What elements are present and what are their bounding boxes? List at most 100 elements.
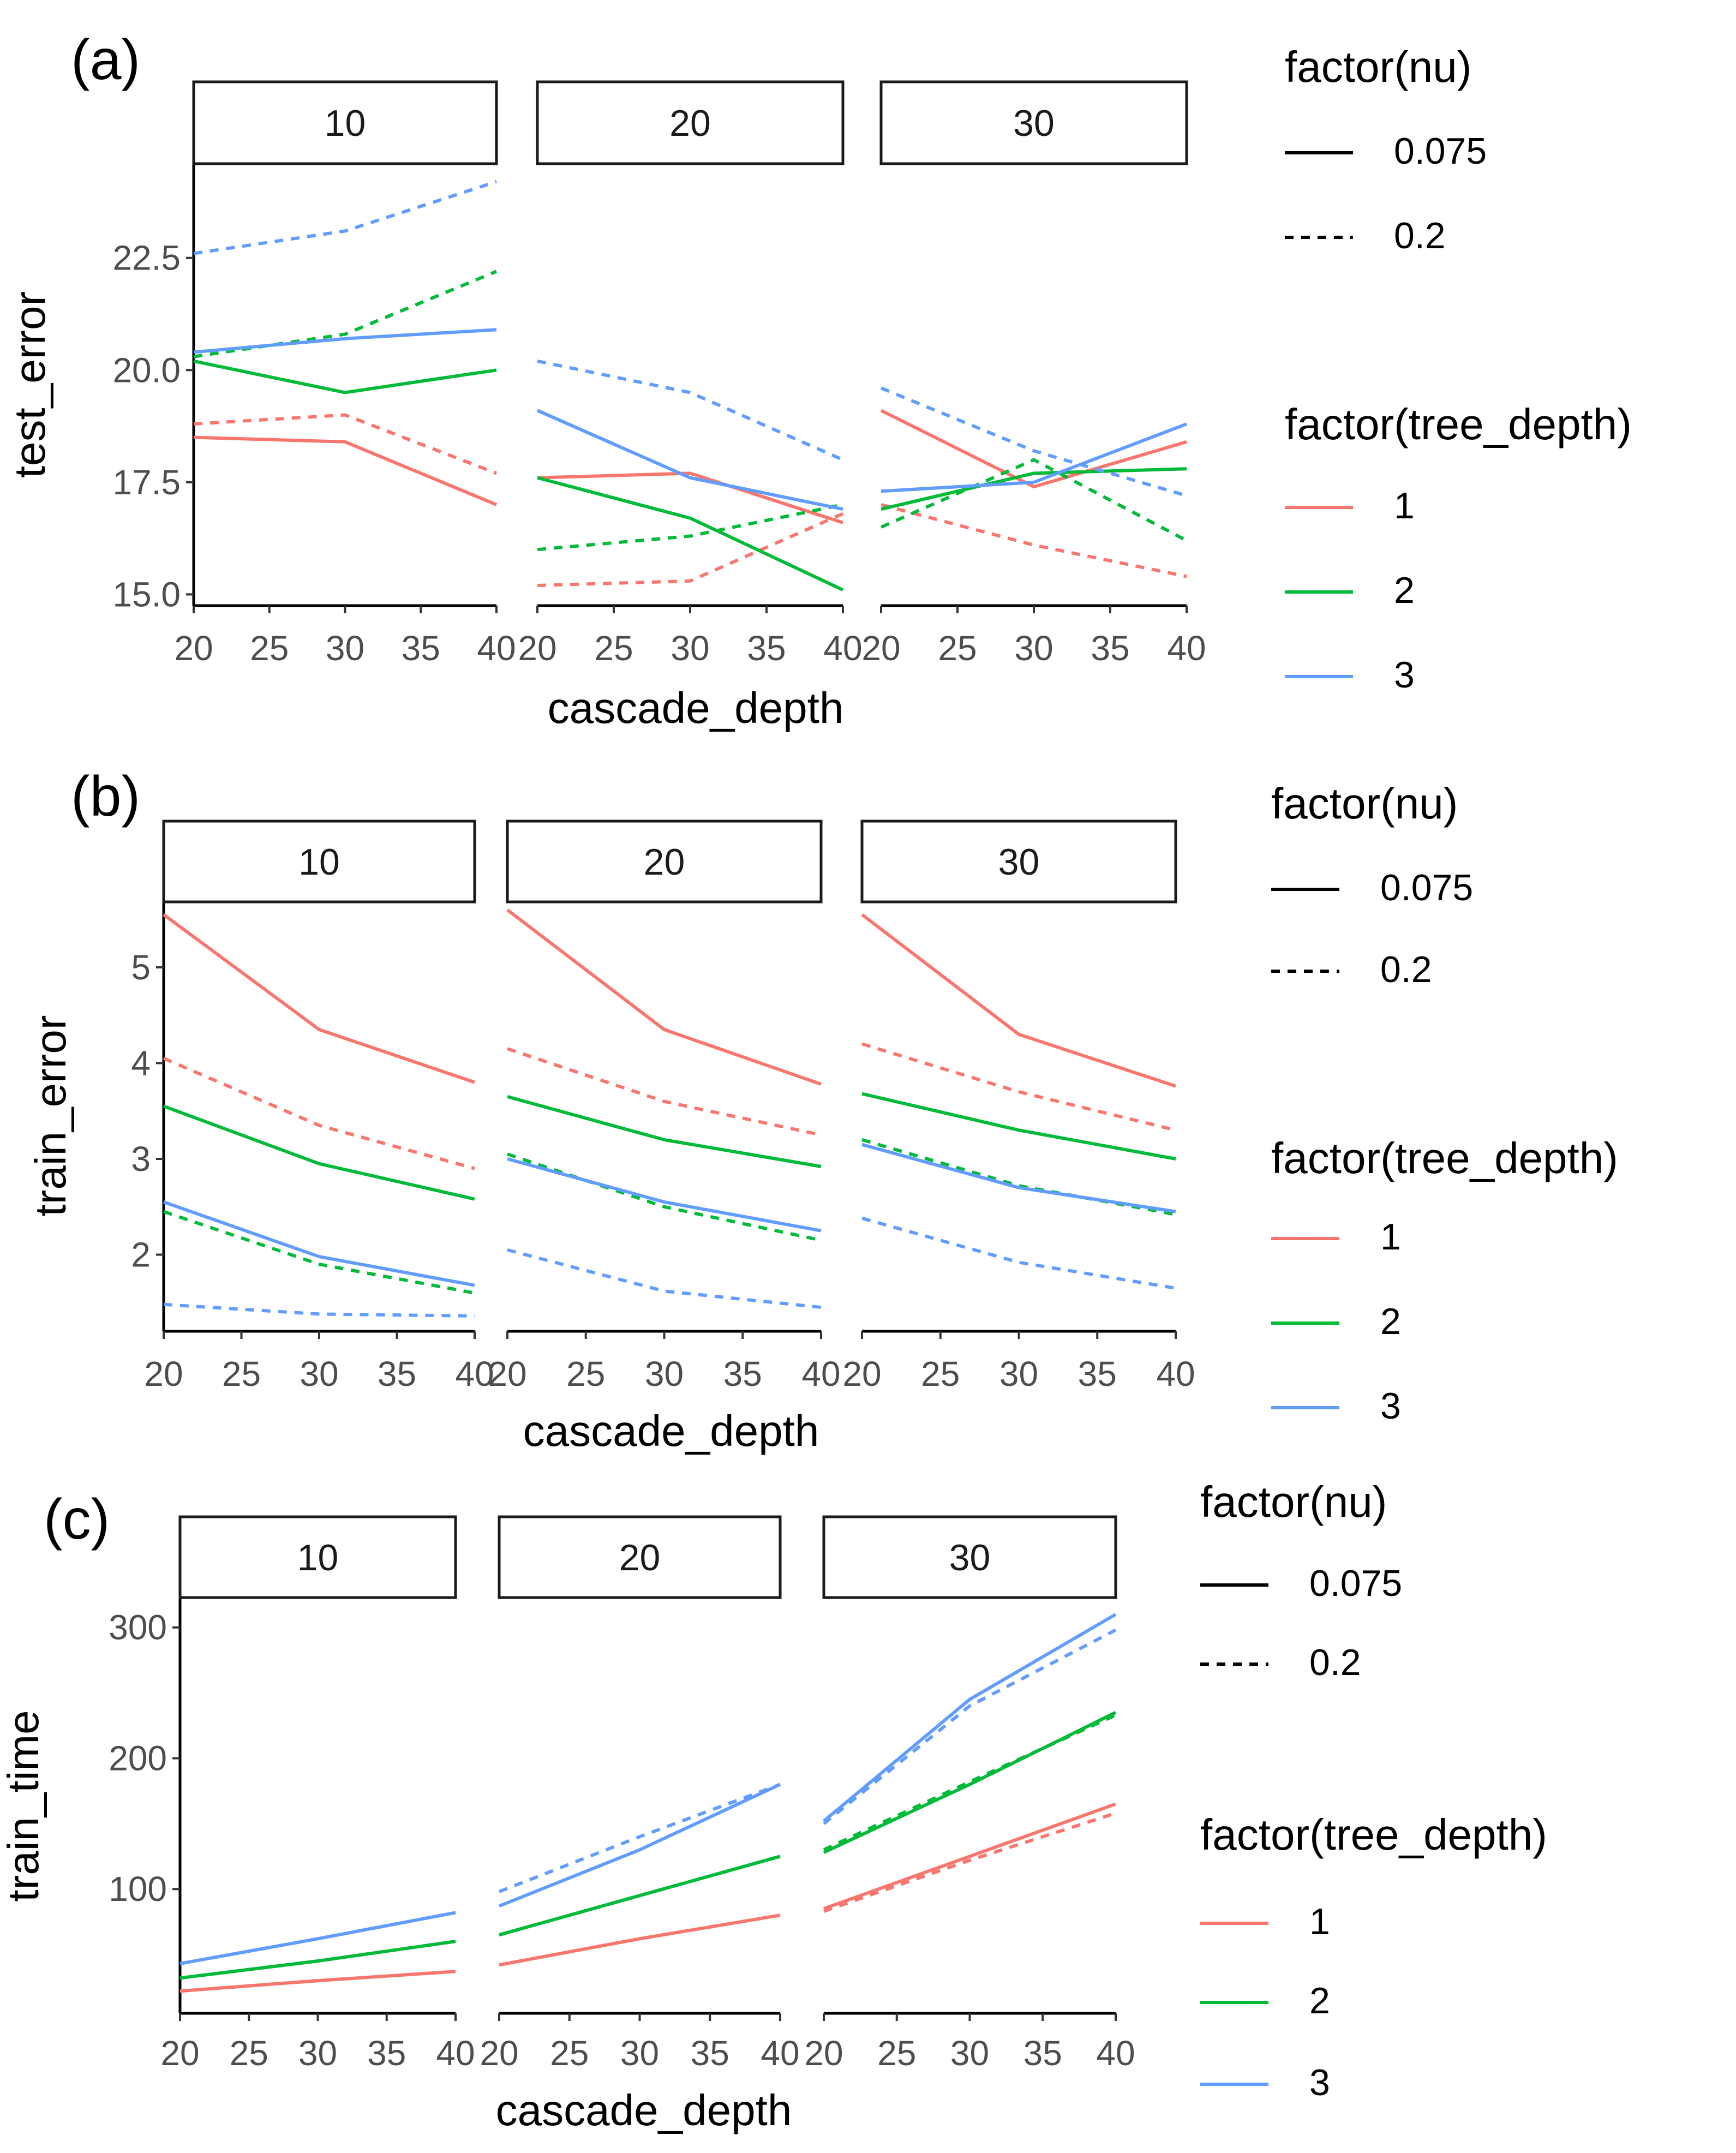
x-tick-label: 35 — [378, 1354, 416, 1394]
legend: factor(nu) 0.075 0.2 factor(tree_depth) 1 2 3 — [1271, 779, 1618, 1427]
x-tick-label: 25 — [938, 629, 977, 668]
panel-label: (b) — [71, 765, 140, 828]
x-tick-label: 25 — [921, 1354, 960, 1394]
legend-nu-title: factor(nu) — [1200, 1478, 1387, 1526]
series-line-depth2-nu0075 — [499, 1855, 781, 1937]
y-tick-label: 22.5 — [112, 238, 181, 278]
facet-strip-label: 20 — [669, 103, 711, 144]
series-line-depth1-nu0075 — [193, 435, 498, 506]
facet-10: 10 20 25 30 35 40 — [144, 820, 494, 1394]
facet-20: 20 20 25 30 35 40 — [518, 80, 863, 668]
x-tick-label: 20 — [804, 2034, 843, 2073]
facet-strip-label: 10 — [297, 1537, 339, 1578]
facet-20: 20 20 25 30 35 40 — [480, 1515, 800, 2073]
series-line-depth1-nu02 — [861, 1042, 1176, 1132]
x-tick-label: 30 — [326, 629, 364, 668]
series-line-depth2-nu0075 — [537, 476, 844, 591]
series-line-depth2-nu02 — [823, 1713, 1117, 1852]
x-tick-label: 20 — [842, 1354, 881, 1394]
facet-30: 30 20 25 30 35 40 — [804, 1515, 1135, 2073]
series-line-depth1-nu02 — [499, 1913, 781, 1967]
series-line-depth2-nu02 — [163, 1210, 475, 1295]
legend-label-depth: 1 — [1309, 1901, 1330, 1942]
facet-20: 20 20 25 30 35 40 — [488, 820, 841, 1394]
legend-label-nu: 0.2 — [1309, 1642, 1361, 1683]
series-line-depth3-nu0075 — [193, 328, 497, 354]
x-tick-label: 25 — [877, 2034, 916, 2073]
legend-label-depth: 1 — [1394, 485, 1415, 527]
y-tick-label: 17.5 — [112, 463, 181, 502]
legend-label-depth: 2 — [1380, 1301, 1401, 1342]
facet-strip — [536, 80, 845, 165]
facet-strip-label: 20 — [644, 841, 685, 883]
series-line-depth3-nu0075 — [881, 422, 1188, 493]
series-line-depth1-nu0075 — [861, 913, 1176, 1088]
x-tick-label: 20 — [480, 2034, 518, 2073]
facet-strip-label: 10 — [325, 103, 366, 144]
x-tick-label: 25 — [566, 1354, 605, 1394]
x-tick-label: 35 — [723, 1354, 762, 1394]
legend-depth-title: factor(tree_depth) — [1285, 400, 1632, 448]
series-line-depth2-nu02 — [193, 270, 498, 358]
x-tick-label: 20 — [861, 629, 900, 668]
facet-strip-label: 10 — [298, 841, 340, 883]
series-line-depth1-nu0075 — [537, 471, 843, 524]
series-line-depth1-nu02 — [537, 512, 844, 587]
x-tick-label: 30 — [298, 2034, 337, 2073]
x-tick-label: 20 — [144, 1354, 183, 1394]
x-tick-label: 30 — [671, 629, 709, 668]
series-line-depth2-nu02 — [179, 1940, 456, 1980]
series-line-depth3-nu02 — [823, 1628, 1117, 1825]
legend-label-depth: 2 — [1394, 570, 1415, 611]
series-line-depth3-nu02 — [193, 180, 497, 255]
x-tick-label: 25 — [550, 2034, 589, 2073]
legend-depth-title: factor(tree_depth) — [1271, 1134, 1618, 1182]
series-line-depth3-nu0075 — [861, 1143, 1176, 1213]
x-tick-label: 20 — [518, 629, 556, 668]
series-line-depth2-nu0075 — [861, 1092, 1176, 1161]
series-line-depth3-nu02 — [507, 1248, 822, 1309]
series-line-depth3-nu02 — [163, 1302, 475, 1318]
x-tick-label: 20 — [174, 629, 213, 668]
series-line-depth1-nu0075 — [506, 908, 822, 1086]
series-line-depth3-nu02 — [537, 359, 844, 462]
legend-label-depth: 2 — [1309, 1980, 1330, 2022]
series-line-depth2-nu0075 — [507, 1095, 822, 1168]
facet-10: 10 20 25 30 35 40 — [160, 1515, 475, 2073]
x-tick-label: 35 — [1023, 2034, 1062, 2073]
series-line-depth1-nu0075 — [880, 409, 1187, 489]
x-tick-label: 35 — [691, 2034, 729, 2073]
panel-label: (c) — [44, 1488, 110, 1551]
y-tick-label: 4 — [131, 1043, 151, 1083]
y-tick-label: 2 — [131, 1235, 151, 1275]
legend: factor(nu) 0.075 0.2 factor(tree_depth) 1 2 3 — [1200, 1478, 1547, 2103]
facet-strip — [498, 1515, 782, 1599]
y-tick-label: 5 — [131, 948, 151, 987]
series-line-depth3-nu0075 — [823, 1613, 1117, 1822]
facet-strip — [162, 820, 476, 904]
series-line-depth1-nu02 — [881, 503, 1187, 578]
facet-strip-label: 30 — [998, 841, 1040, 883]
x-tick-label: 25 — [594, 629, 633, 668]
x-tick-label: 40 — [1096, 2034, 1135, 2073]
legend-depth-title: factor(tree_depth) — [1200, 1810, 1547, 1859]
y-tick-label: 3 — [131, 1139, 151, 1179]
x-tick-label: 30 — [645, 1354, 684, 1394]
x-tick-label: 40 — [477, 629, 516, 668]
x-axis-title: cascade_depth — [496, 2086, 792, 2134]
facet-strip — [178, 1515, 457, 1599]
legend-label-depth: 1 — [1380, 1216, 1401, 1258]
series-line-depth3-nu02 — [880, 386, 1187, 498]
x-tick-label: 40 — [455, 1354, 494, 1394]
series-line-depth3-nu0075 — [507, 1157, 822, 1233]
legend-nu-title: factor(nu) — [1271, 779, 1458, 828]
legend-nu-title: factor(nu) — [1285, 43, 1471, 91]
facet-strip — [192, 80, 498, 165]
series-line-depth1-nu02 — [163, 1056, 475, 1170]
legend-label-nu: 0.2 — [1380, 949, 1432, 990]
facet-strip — [822, 1515, 1117, 1599]
y-tick-label: 20.0 — [112, 350, 181, 390]
x-axis-title: cascade_depth — [548, 684, 844, 732]
